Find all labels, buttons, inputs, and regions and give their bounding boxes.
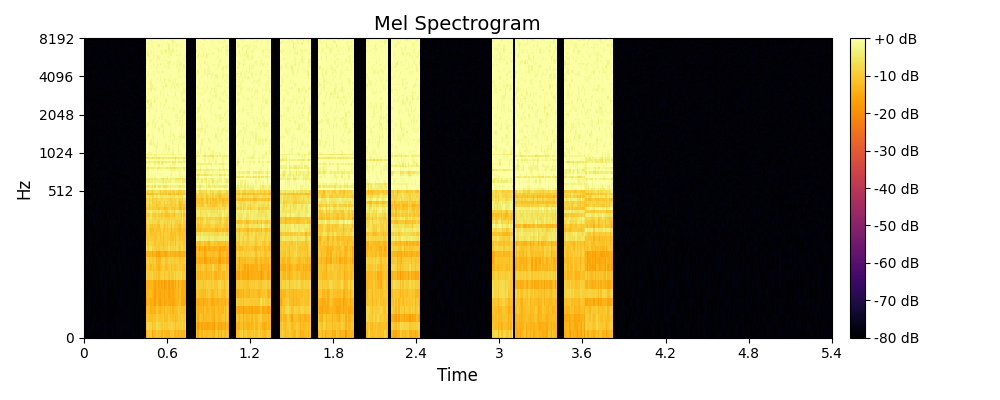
Y-axis label: Hz: Hz (15, 178, 33, 199)
X-axis label: Time: Time (437, 367, 478, 385)
Title: Mel Spectrogram: Mel Spectrogram (374, 15, 541, 34)
